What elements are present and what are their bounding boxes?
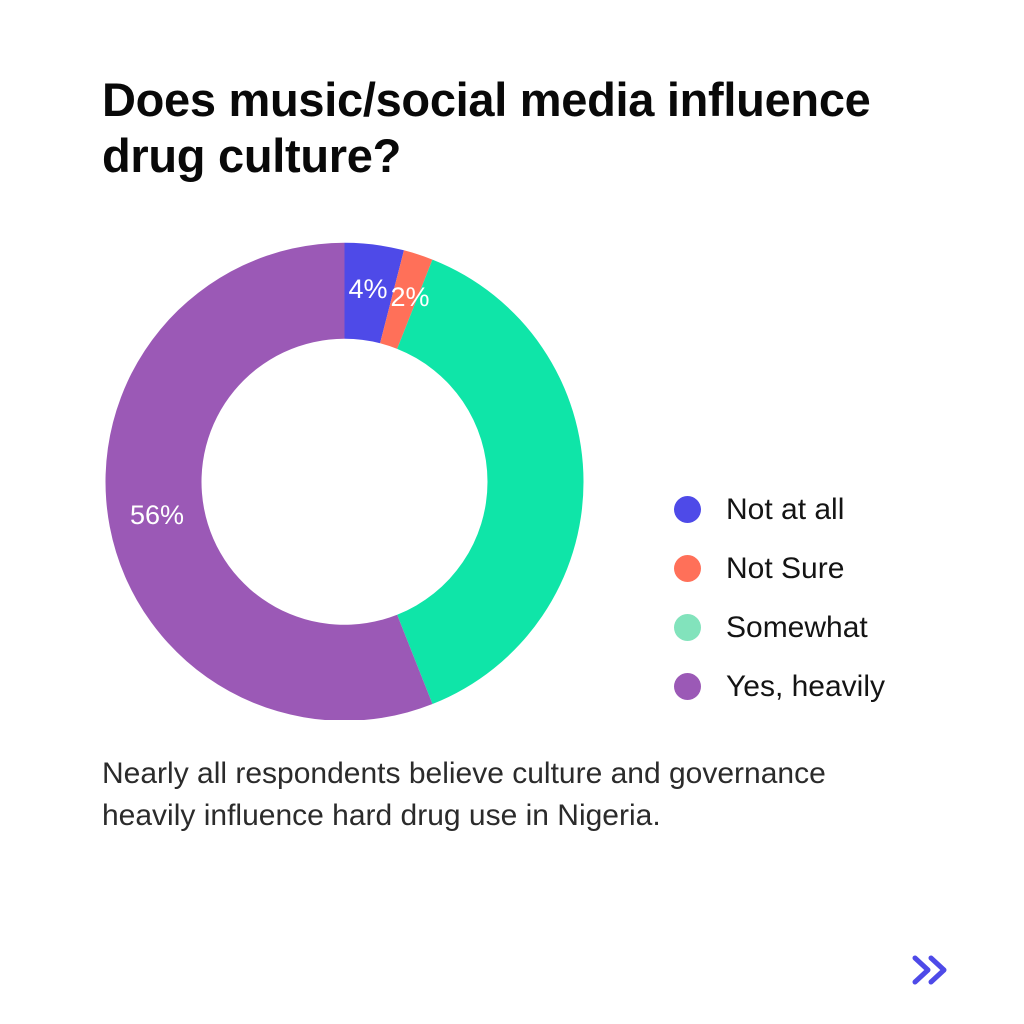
svg-text:4%: 4%	[348, 274, 387, 304]
svg-text:56%: 56%	[130, 500, 184, 530]
svg-text:2%: 2%	[390, 282, 429, 312]
